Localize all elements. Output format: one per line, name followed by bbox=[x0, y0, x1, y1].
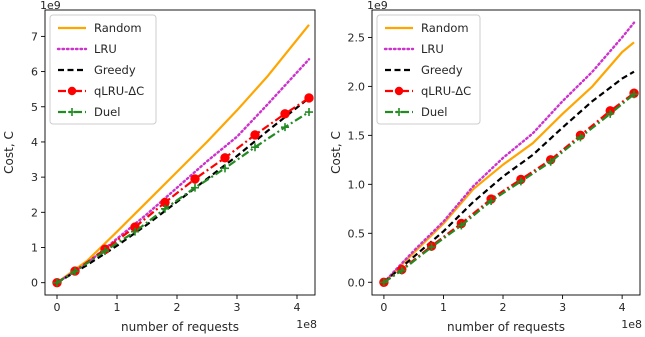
legend-label: LRU bbox=[421, 42, 444, 56]
y-axis-label: Cost, C bbox=[2, 131, 16, 174]
legend: Random LRU Greedy qLRU-ΔC Duel bbox=[49, 14, 157, 125]
data-point bbox=[53, 278, 61, 287]
x-tick-label: 3 bbox=[559, 301, 566, 314]
series-line bbox=[56, 24, 310, 284]
series-line bbox=[383, 93, 635, 284]
y-tick-label: 5 bbox=[31, 101, 38, 114]
x-tick-label: 4 bbox=[619, 301, 626, 314]
data-point bbox=[220, 153, 230, 163]
legend-label: Greedy bbox=[421, 63, 463, 77]
x-tick-label: 1 bbox=[114, 301, 121, 314]
data-point bbox=[161, 204, 169, 213]
x-axis-label: number of requests bbox=[121, 320, 239, 334]
legend-label: Greedy bbox=[94, 63, 136, 77]
legend-marker bbox=[67, 86, 77, 96]
legend-label: qLRU-ΔC bbox=[94, 84, 144, 98]
series-Random bbox=[56, 24, 310, 284]
x-tick-label: 2 bbox=[174, 301, 181, 314]
legend-marker bbox=[395, 108, 403, 116]
x-tick-label: 3 bbox=[234, 301, 241, 314]
data-point bbox=[101, 247, 109, 256]
y-tick-label: 3 bbox=[31, 171, 38, 184]
data-point bbox=[457, 221, 466, 230]
legend-label: LRU bbox=[94, 42, 117, 56]
series-line bbox=[56, 111, 310, 284]
x-axis-label: number of requests bbox=[447, 320, 565, 334]
data-point bbox=[427, 243, 436, 252]
legend-label: Duel bbox=[94, 105, 120, 119]
x-tick-label: 4 bbox=[294, 301, 301, 314]
data-point bbox=[516, 177, 525, 186]
x-tick-label: 1 bbox=[440, 301, 447, 314]
y-exponent-label: 1e9 bbox=[40, 0, 61, 12]
legend-marker bbox=[394, 86, 404, 96]
y-tick-label: 4 bbox=[31, 136, 38, 149]
series-Duel bbox=[53, 108, 313, 287]
data-point bbox=[397, 266, 406, 275]
data-point bbox=[281, 123, 289, 132]
data-point bbox=[131, 227, 139, 236]
x-tick-label: 0 bbox=[380, 301, 387, 314]
data-point bbox=[280, 109, 290, 119]
data-point bbox=[606, 109, 615, 118]
series-line bbox=[56, 97, 310, 284]
data-point bbox=[304, 93, 314, 103]
data-point bbox=[546, 157, 555, 166]
series-Duel bbox=[379, 90, 639, 287]
legend-label: Random bbox=[94, 21, 142, 35]
data-point bbox=[379, 278, 388, 287]
x-exponent-label: 1e8 bbox=[296, 318, 317, 331]
y-tick-label: 2 bbox=[31, 206, 38, 219]
data-point bbox=[630, 90, 639, 99]
legend-label: Random bbox=[421, 21, 469, 35]
y-tick-label: 0.0 bbox=[348, 276, 366, 289]
legend-marker bbox=[68, 108, 76, 116]
y-tick-label: 7 bbox=[31, 30, 38, 43]
data-point bbox=[251, 143, 259, 152]
y-tick-label: 1.0 bbox=[348, 178, 366, 191]
data-point bbox=[250, 130, 260, 140]
data-point bbox=[305, 108, 313, 117]
data-point bbox=[487, 196, 496, 205]
y-tick-label: 6 bbox=[31, 66, 38, 79]
legend-frame bbox=[376, 14, 481, 125]
plot-frame bbox=[371, 9, 641, 296]
chart-2: 0 1 2 3 4 0.0 0.5 1.0 1.5 2.0 2.5 1e9 1e8 number of r… bbox=[329, 0, 642, 334]
series-line bbox=[56, 97, 310, 284]
series-LRU bbox=[382, 21, 636, 284]
series-line bbox=[383, 41, 635, 284]
y-tick-label: 2.5 bbox=[348, 31, 366, 44]
legend-label: qLRU-ΔC bbox=[421, 84, 471, 98]
y-axis-label: Cost, C bbox=[329, 131, 343, 174]
data-point bbox=[576, 133, 585, 142]
x-tick-label: 0 bbox=[54, 301, 61, 314]
legend: Random LRU Greedy qLRU-ΔC Duel bbox=[376, 14, 481, 125]
x-tick-label: 2 bbox=[500, 301, 507, 314]
series-line bbox=[382, 21, 636, 284]
legend-frame bbox=[49, 14, 157, 125]
y-exponent-label: 1e9 bbox=[367, 0, 388, 12]
y-tick-label: 0.5 bbox=[348, 227, 366, 240]
y-tick-label: 1.5 bbox=[348, 129, 366, 142]
y-tick-label: 2.0 bbox=[348, 80, 366, 93]
y-tick-label: 0 bbox=[31, 277, 38, 290]
data-point bbox=[71, 267, 79, 276]
chart-1: 0 1 2 3 4 0 1 2 3 4 5 6 7 1e9 1e8 number of requests Cos… bbox=[2, 0, 317, 334]
x-exponent-label: 1e8 bbox=[621, 318, 642, 331]
series-Greedy bbox=[56, 97, 310, 284]
plot-frame bbox=[44, 9, 316, 296]
data-point bbox=[190, 174, 200, 184]
data-point bbox=[221, 164, 229, 173]
series-Random bbox=[383, 41, 635, 284]
y-tick-label: 1 bbox=[31, 242, 38, 255]
data-point bbox=[191, 183, 199, 192]
legend-label: Duel bbox=[421, 105, 447, 119]
